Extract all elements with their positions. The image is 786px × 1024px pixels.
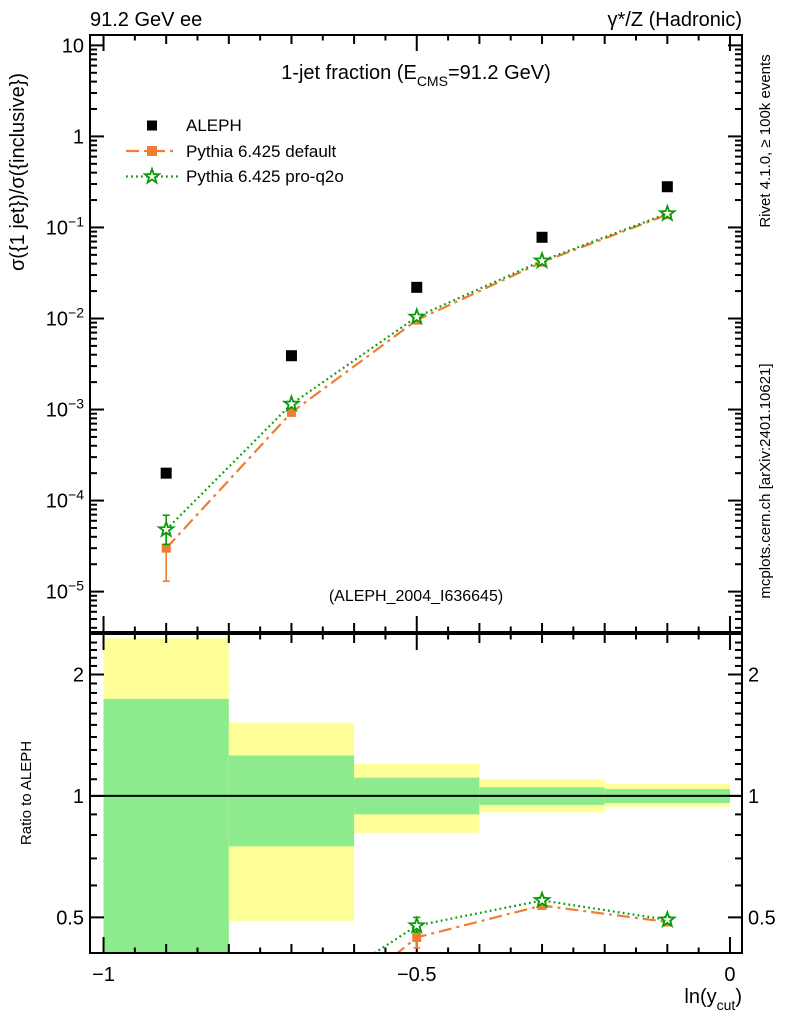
axis-tick-labels: −1 −0.5 0 10 1 10−1 10−2 10−3 10−4 10−5 2 2 1 1 0.5 0.5 [46, 35, 776, 986]
y-tick-label: 1 [73, 126, 84, 148]
ratio-tick-label-right: 1 [748, 786, 759, 808]
analysis-watermark: (ALEPH_2004_I636645) [329, 588, 503, 605]
ratio-pythia-default-marker [537, 901, 547, 911]
ratio-panel-frame [89, 633, 743, 954]
mcplots-arxiv-note: mcplots.cern.ch [arXiv:2401.10621] [757, 363, 774, 598]
pythia-proq2o-line [165, 212, 668, 531]
x-axis-label: ln(ycut) [684, 986, 742, 1013]
band-green [103, 698, 229, 953]
plot-title: 1-jet fraction (ECMS=91.2 GeV) [281, 62, 551, 89]
y-tick-label: 10−2 [46, 304, 84, 330]
header-process: γ*/Z (Hadronic) [608, 9, 742, 31]
ratio-pythia-default-marker [412, 932, 422, 942]
ratio-pythia-proq2o-marker [532, 890, 552, 909]
pythia-proq2o-marker [407, 306, 427, 326]
x-tick-label: −0.5 [397, 964, 436, 986]
band-green [228, 755, 355, 847]
y-tick-label: 10−1 [46, 213, 84, 239]
legend-marker [147, 146, 157, 156]
ratio-series [284, 890, 678, 1013]
pythia-proq2o-marker [657, 203, 678, 222]
y-axis-label-main: σ({1 jet})/σ({inclusive}) [7, 73, 29, 271]
legend: ALEPH Pythia 6.425 default Pythia 6.425 … [126, 116, 344, 186]
x-tick-label: −1 [92, 964, 115, 986]
ratio-tick-label-left: 0.5 [56, 907, 84, 929]
pythia-default-marker [286, 407, 296, 417]
ratio-tick-label-right: 2 [748, 664, 759, 686]
aleph-data-marker [536, 231, 548, 243]
y-tick-label: 10 [62, 35, 84, 57]
ratio-tick-label-right: 0.5 [748, 907, 776, 929]
main-series [156, 181, 678, 583]
y-tick-label: 10−5 [46, 578, 84, 604]
ratio-pythia-proq2o-marker [407, 915, 427, 934]
legend-marker [142, 166, 162, 185]
x-tick-label: 0 [724, 964, 735, 986]
aleph-data-marker [411, 281, 423, 293]
pythia-proq2o-marker [532, 250, 552, 270]
pythia-proq2o-marker [156, 519, 176, 538]
ratio-pythia-proq2o-marker [657, 909, 678, 929]
ratio-pythia-proq2o-marker [284, 999, 298, 1013]
ratio-tick-label-left: 1 [73, 786, 84, 808]
main-panel-frame [89, 34, 743, 633]
pythia-default-marker [161, 543, 171, 553]
legend-label-aleph: ALEPH [186, 116, 242, 135]
aleph-data-marker [285, 350, 297, 362]
ratio-tick-label-left: 2 [73, 664, 84, 686]
y-tick-label: 10−4 [46, 487, 84, 513]
legend-markers [126, 120, 178, 185]
y-tick-label: 10−3 [46, 396, 84, 422]
pythia-default-line [165, 213, 668, 549]
header-beam-energy: 91.2 GeV ee [90, 9, 202, 31]
aleph-data-marker [160, 467, 172, 479]
axis-ticks [90, 35, 742, 953]
pythia-proq2o-marker [281, 393, 302, 413]
legend-marker [147, 120, 157, 131]
y-axis-label-ratio: Ratio to ALEPH [18, 741, 35, 845]
legend-label-pythia-default: Pythia 6.425 default [186, 142, 337, 161]
legend-label-pythia-proq2o: Pythia 6.425 pro-q2o [186, 167, 344, 186]
aleph-data-marker [661, 181, 673, 193]
rivet-version-note: Rivet 4.1.0, ≥ 100k events [757, 54, 774, 227]
ratio-uncertainty-bands [90, 638, 742, 953]
